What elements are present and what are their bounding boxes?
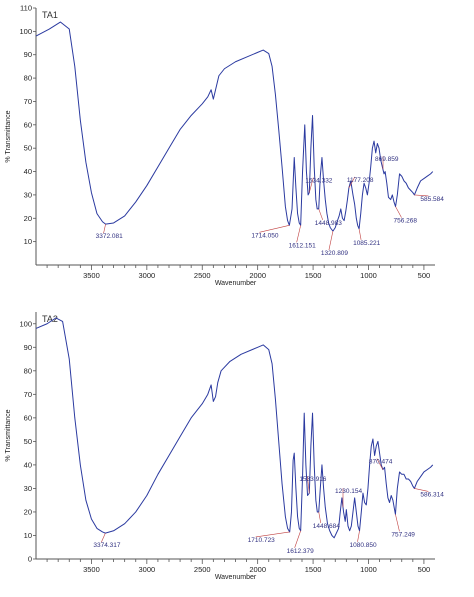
spectrum-line xyxy=(35,21,434,232)
peak-leader-line xyxy=(395,206,402,218)
peak-leader-line xyxy=(103,224,106,234)
panel-label: TA1 xyxy=(42,10,58,20)
peak-label: 1085.221 xyxy=(353,240,380,247)
peak-label: 1612.151 xyxy=(289,242,316,249)
peak-leader-line xyxy=(414,194,429,197)
y-tick-label: 90 xyxy=(24,343,32,352)
y-tick-label: 80 xyxy=(24,74,32,83)
x-tick-label: 500 xyxy=(418,565,431,574)
peak-leader-line xyxy=(255,531,290,538)
x-tick-label: 2000 xyxy=(249,565,266,574)
y-tick-label: 20 xyxy=(24,507,32,516)
y-tick-label: 110 xyxy=(20,4,32,13)
y-tick-label: 50 xyxy=(24,437,32,446)
peak-leader-line xyxy=(376,458,384,470)
x-tick-label: 1500 xyxy=(305,565,322,574)
peak-leader-line xyxy=(318,208,324,221)
spectrum-panel-ta1: 3500 3000 2500 2000 1500 1000 500 10 20 30 40 50 60 7… xyxy=(5,4,444,288)
spectrum-line xyxy=(35,317,434,539)
peak-label: 1230.154 xyxy=(335,488,362,495)
peak-leader-line xyxy=(414,488,429,492)
peak-leader-line xyxy=(395,514,400,532)
peak-label: 869.859 xyxy=(375,156,399,163)
peak-leader-line xyxy=(357,530,360,542)
y-tick-label: 60 xyxy=(24,413,32,422)
peak-leader-line xyxy=(307,476,310,494)
peak-leader-line xyxy=(294,530,301,548)
x-tick-label: 3000 xyxy=(138,565,155,574)
peak-leader-line xyxy=(318,511,322,524)
y-tick-label: 90 xyxy=(24,50,32,59)
panel-label: TA2 xyxy=(42,314,58,324)
x-tick-label: 3000 xyxy=(138,271,155,280)
y-axis-title: % Transmittance xyxy=(5,409,12,461)
y-tick-label: 40 xyxy=(24,460,32,469)
y-tick-label: 50 xyxy=(24,144,32,153)
peak-label: 1710.723 xyxy=(248,537,275,544)
peak-label: 1448.983 xyxy=(315,220,342,227)
peak-label: 1534.332 xyxy=(305,178,332,185)
y-tick-label: 100 xyxy=(19,27,32,36)
y-tick-label: 40 xyxy=(24,167,32,176)
y-tick-label: 30 xyxy=(24,484,32,493)
peak-label: 1533.916 xyxy=(299,476,326,483)
x-tick-label: 3500 xyxy=(83,565,100,574)
y-tick-label: 100 xyxy=(19,319,32,328)
y-tick-label: 60 xyxy=(24,120,32,129)
x-tick-label: 500 xyxy=(418,271,431,280)
y-tick-label: 20 xyxy=(24,214,32,223)
peak-label: 1080.850 xyxy=(350,542,377,549)
peak-label: 585.584 xyxy=(420,196,444,203)
peak-leader-line xyxy=(309,177,314,193)
y-tick-label: 70 xyxy=(24,97,32,106)
peak-label: 586.314 xyxy=(420,491,444,498)
peak-leader-line xyxy=(328,231,334,251)
peak-leader-line xyxy=(296,225,301,243)
x-tick-label: 2500 xyxy=(194,271,211,280)
peak-leader-line xyxy=(358,228,362,240)
x-tick-label: 3500 xyxy=(83,271,100,280)
peak-label: 1320.809 xyxy=(321,250,348,257)
y-tick-label: 70 xyxy=(24,390,32,399)
y-tick-label: 30 xyxy=(24,190,32,199)
peak-label: 870.474 xyxy=(369,459,393,466)
peak-label: 1612.379 xyxy=(287,548,314,555)
x-axis-title: Wavenumber xyxy=(215,280,257,287)
x-tick-label: 1000 xyxy=(360,271,377,280)
spectrum-panel-ta2: 3500 3000 2500 2000 1500 1000 500 0 10 20 30 40 50 60… xyxy=(5,312,444,581)
x-axis-title: Wavenumber xyxy=(215,574,257,581)
x-tick-label: 1500 xyxy=(305,271,322,280)
peak-label: 3374.317 xyxy=(93,542,120,549)
peak-leader-line xyxy=(259,224,290,233)
peak-label: 3372.081 xyxy=(96,233,123,240)
y-tick-label: 10 xyxy=(24,531,32,540)
peak-label: 1714.050 xyxy=(251,232,278,239)
y-tick-label: 80 xyxy=(24,366,32,375)
peak-label: 1177.208 xyxy=(347,177,374,184)
peak-label: 1448.684 xyxy=(313,523,340,530)
y-tick-label: 0 xyxy=(28,555,32,564)
peak-leader-line xyxy=(348,176,356,189)
x-tick-label: 2000 xyxy=(249,271,266,280)
x-tick-label: 1000 xyxy=(360,565,377,574)
peak-leader-line xyxy=(101,533,106,543)
y-axis-title: % Transmittance xyxy=(5,110,12,162)
peak-label: 757.249 xyxy=(391,531,415,538)
x-tick-label: 2500 xyxy=(194,565,211,574)
peak-label: 756.268 xyxy=(394,218,418,225)
y-tick-label: 10 xyxy=(24,237,32,246)
